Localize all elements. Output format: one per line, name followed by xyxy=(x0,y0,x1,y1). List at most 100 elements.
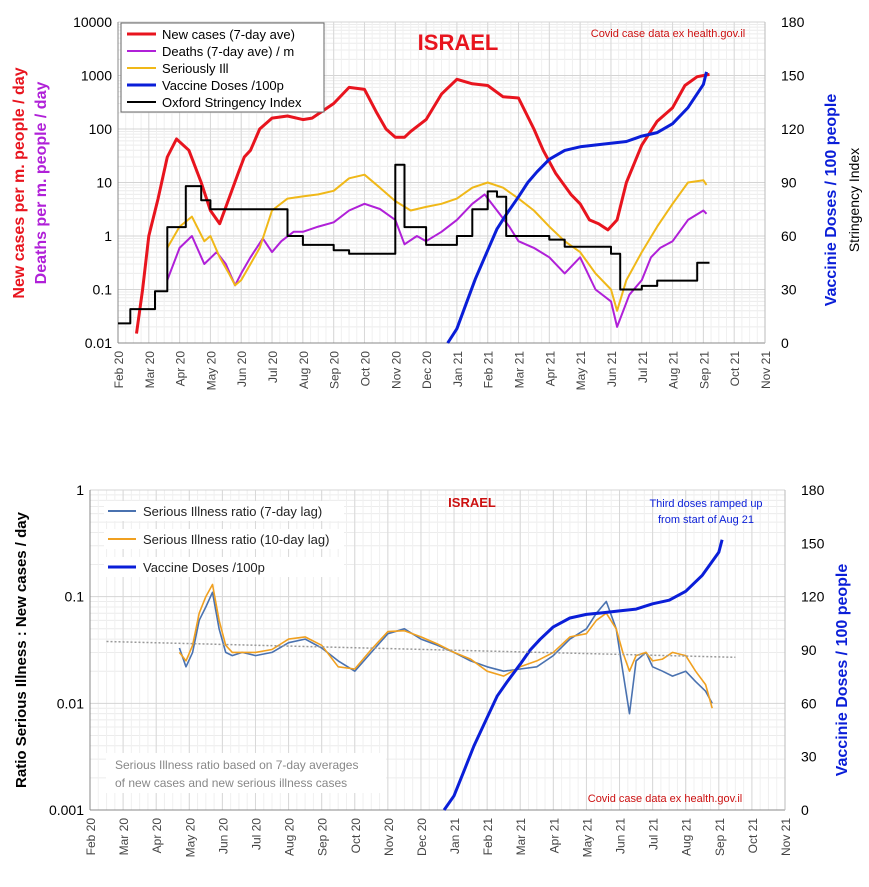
chart-title: ISRAEL xyxy=(418,30,499,55)
x-tick-label: Mar 21 xyxy=(513,351,527,389)
chart-1: 0.01 0.1 1 10 100 1000 10000 Feb 20 Mar 20 Apr 20… xyxy=(11,14,862,390)
x-tick-label: Apr 20 xyxy=(174,351,188,387)
x-tick-label: Jun 21 xyxy=(605,351,619,387)
x-tick-label: Jul 21 xyxy=(636,351,650,383)
x-tick-label: Jan 21 xyxy=(448,818,462,854)
x-tick-label: May 21 xyxy=(574,351,588,391)
x-tick-label: Sep 21 xyxy=(713,818,727,856)
legend: New cases (7-day ave) Deaths (7-day ave) … xyxy=(120,22,325,113)
x-tick-label: Aug 20 xyxy=(283,818,297,856)
y2-axis-title-stringency: Stringency Index xyxy=(846,148,862,252)
y2-tick-label: 0 xyxy=(781,335,789,351)
x-tick-label: Nov 20 xyxy=(389,351,403,389)
x-tick-label: Dec 20 xyxy=(415,818,429,856)
chart-title: ISRAEL xyxy=(448,495,496,510)
x-tick-label: Nov 20 xyxy=(382,818,396,856)
y2-tick-label: 30 xyxy=(801,749,817,765)
annotation: from start of Aug 21 xyxy=(658,514,754,526)
x-tick-label: Mar 21 xyxy=(514,818,528,856)
y-tick-label: 10000 xyxy=(73,14,112,30)
y-tick-label: 10 xyxy=(96,175,112,191)
x-tick-label: Feb 20 xyxy=(84,818,98,856)
x-tick-label: Aug 21 xyxy=(667,351,681,389)
x-tick-label: Feb 21 xyxy=(482,351,496,389)
series-line-seriously-ill xyxy=(166,173,708,312)
legend-label: New cases (7-day ave) xyxy=(162,27,295,42)
x-tick-label: Mar 20 xyxy=(117,818,131,856)
x-tick-label: Sep 21 xyxy=(697,351,711,389)
y2-tick-label: 150 xyxy=(781,68,805,84)
x-tick-label: Oct 20 xyxy=(358,351,372,387)
y-tick-label: 0.01 xyxy=(85,335,112,351)
y-axis-title-deaths: Deaths per m. people / day xyxy=(33,82,50,285)
annotation: Third doses ramped up xyxy=(649,498,762,510)
y-tick-label: 100 xyxy=(89,121,113,137)
x-tick-label: Jun 20 xyxy=(235,351,249,387)
series-line-new-cases-7-day-ave- xyxy=(135,72,710,334)
y-tick-label: 1 xyxy=(104,228,112,244)
x-tick-label: Aug 21 xyxy=(680,818,694,856)
x-tick-label: Jul 21 xyxy=(647,818,661,850)
y-tick-label: 1 xyxy=(76,482,84,498)
x-tick-label: Apr 21 xyxy=(547,818,561,854)
y2-tick-label: 180 xyxy=(781,14,805,30)
source-note: Covid case data ex health.gov.il xyxy=(591,28,746,40)
footnote: Serious Illness ratio based on 7-day ave… xyxy=(115,758,358,772)
x-tick-label: Nov 21 xyxy=(759,351,773,389)
x-tick-label: Oct 21 xyxy=(728,351,742,387)
series-line-serious-illness-ratio-10-day-lag- xyxy=(178,583,713,709)
legend-label: Deaths (7-day ave) / m xyxy=(162,44,294,59)
y-tick-label: 0.1 xyxy=(93,282,113,298)
y2-tick-label: 90 xyxy=(801,642,817,658)
series-line-vaccine-doses-100p xyxy=(442,539,724,811)
x-tick-label: Apr 21 xyxy=(543,351,557,387)
x-tick-label: Dec 20 xyxy=(420,351,434,389)
legend-bg xyxy=(104,557,344,577)
series-line-trend xyxy=(106,640,736,659)
x-tick-label: Jun 20 xyxy=(216,818,230,854)
y-tick-label: 0.1 xyxy=(65,589,85,605)
legend-label: Serious Illness ratio (10-day lag) xyxy=(143,532,329,547)
legend-label: Vaccine Doses /100p xyxy=(143,560,265,575)
x-tick-label: Jun 21 xyxy=(614,818,628,854)
legend-bg xyxy=(104,529,344,549)
y2-tick-label: 180 xyxy=(801,482,825,498)
series-line-oxford-stringency-index xyxy=(118,163,710,325)
x-tick-label: Sep 20 xyxy=(328,351,342,389)
x-tick-label: Oct 20 xyxy=(349,818,363,854)
y2-tick-label: 0 xyxy=(801,802,809,818)
y2-tick-label: 90 xyxy=(781,175,797,191)
x-tick-label: Jul 20 xyxy=(249,818,263,850)
note-bg xyxy=(106,753,386,793)
x-tick-label: Aug 20 xyxy=(297,351,311,389)
y2-axis-title-vaccines: Vaccinie Doses / 100 people xyxy=(823,94,840,307)
x-tick-label: Jan 21 xyxy=(451,351,465,387)
y-tick-label: 0.001 xyxy=(49,802,84,818)
x-tick-label: May 21 xyxy=(580,818,594,858)
y-axis-title: Ratio Serious Illness : New cases / day xyxy=(13,511,30,788)
y2-tick-label: 60 xyxy=(801,695,817,711)
legend-label: Oxford Stringency Index xyxy=(162,95,302,110)
x-tick-label: Apr 20 xyxy=(150,818,164,854)
footnote: of new cases and new serious illness cas… xyxy=(115,776,347,790)
legend: Serious Illness ratio (7-day lag) Serious… xyxy=(104,501,344,577)
y2-tick-label: 120 xyxy=(781,121,805,137)
legend-label: Vaccine Doses /100p xyxy=(162,78,284,93)
y2-tick-label: 30 xyxy=(781,282,797,298)
series-line-deaths-7-day-ave-m xyxy=(166,193,708,328)
x-tick-label: May 20 xyxy=(204,351,218,391)
y2-axis-title: Vaccinie Doses / 100 people xyxy=(834,564,851,777)
y-axis-title-cases: New cases per m. people / day xyxy=(11,67,28,298)
x-tick-label: Sep 20 xyxy=(316,818,330,856)
y2-tick-label: 120 xyxy=(801,589,825,605)
x-tick-label: Oct 21 xyxy=(746,818,760,854)
x-tick-label: Mar 20 xyxy=(143,351,157,389)
legend-bg xyxy=(104,501,344,521)
legend-label: Seriously Ill xyxy=(162,61,229,76)
y-tick-label: 0.01 xyxy=(57,695,84,711)
x-tick-label: May 20 xyxy=(183,818,197,858)
series-line-vaccine-doses-100p xyxy=(446,71,708,344)
legend-label: Serious Illness ratio (7-day lag) xyxy=(143,504,322,519)
